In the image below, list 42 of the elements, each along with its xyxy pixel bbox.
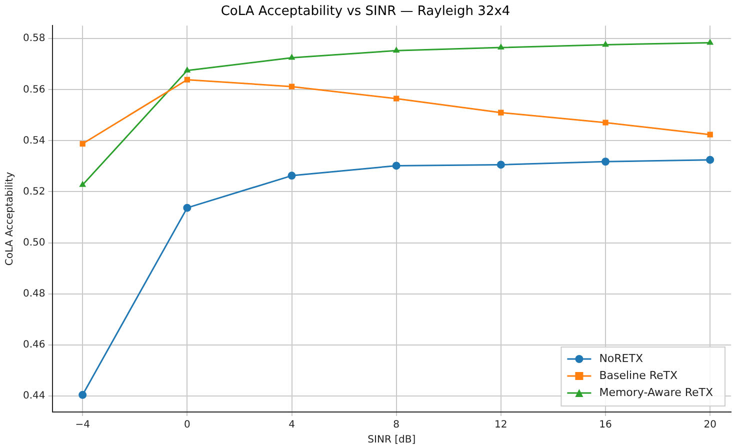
point: [183, 204, 192, 212]
y-axis-title: CoLA Acceptability: [4, 172, 16, 266]
point: [394, 96, 400, 102]
point: [706, 38, 714, 45]
y-tick-label: 0.46: [23, 339, 46, 350]
y-tick-label: 0.54: [23, 135, 46, 146]
x-tick-label: 4: [288, 420, 295, 431]
x-axis-title: SINR [dB]: [368, 434, 416, 446]
point: [392, 162, 400, 170]
point: [184, 76, 190, 83]
point: [288, 172, 296, 180]
point: [78, 390, 87, 399]
point: [498, 110, 504, 116]
y-tick-label: 0.44: [23, 390, 46, 402]
point: [602, 40, 609, 47]
point: [496, 160, 505, 169]
point: [184, 66, 191, 73]
x-tick-label: 8: [393, 420, 400, 431]
point: [602, 120, 608, 126]
x-tick-label: −4: [75, 420, 90, 431]
point: [79, 180, 86, 187]
x-tick-label: 16: [599, 420, 612, 431]
y-tick-label: 0.58: [23, 33, 46, 44]
y-tick-label: 0.48: [23, 288, 46, 300]
y-tick-label: 0.50: [23, 237, 46, 248]
legend-label: NoRETX: [599, 352, 644, 365]
x-tick-label: 0: [184, 420, 190, 431]
x-tick-label: 12: [494, 420, 508, 431]
point: [706, 156, 714, 164]
legend-label: Baseline ReTX: [599, 368, 678, 382]
y-tick-label: 0.52: [23, 186, 46, 198]
point: [288, 84, 295, 90]
point: [707, 132, 713, 138]
point: [392, 46, 400, 53]
point: [80, 140, 86, 147]
point: [497, 44, 504, 50]
y-tick-label: 0.56: [23, 84, 46, 96]
point: [288, 54, 296, 60]
chart-title: CoLA Acceptability vs SINR — Rayleigh 32x4: [220, 4, 510, 20]
x-tick-label: 20: [704, 420, 716, 431]
legend-label: Memory-Aware ReTX: [599, 386, 714, 399]
point: [602, 158, 610, 166]
